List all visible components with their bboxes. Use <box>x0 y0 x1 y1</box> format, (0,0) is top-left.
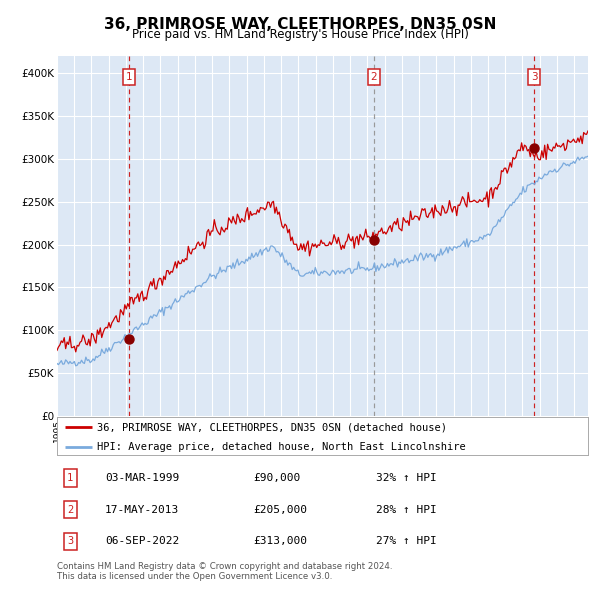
Text: 28% ↑ HPI: 28% ↑ HPI <box>376 505 436 514</box>
Text: 03-MAR-1999: 03-MAR-1999 <box>105 473 179 483</box>
Text: 32% ↑ HPI: 32% ↑ HPI <box>376 473 436 483</box>
Text: 27% ↑ HPI: 27% ↑ HPI <box>376 536 436 546</box>
Text: £90,000: £90,000 <box>253 473 301 483</box>
Text: 17-MAY-2013: 17-MAY-2013 <box>105 505 179 514</box>
Text: 06-SEP-2022: 06-SEP-2022 <box>105 536 179 546</box>
Text: This data is licensed under the Open Government Licence v3.0.: This data is licensed under the Open Gov… <box>57 572 332 581</box>
Text: 3: 3 <box>67 536 73 546</box>
Text: Price paid vs. HM Land Registry's House Price Index (HPI): Price paid vs. HM Land Registry's House … <box>131 28 469 41</box>
Text: 1: 1 <box>67 473 73 483</box>
Text: Contains HM Land Registry data © Crown copyright and database right 2024.: Contains HM Land Registry data © Crown c… <box>57 562 392 571</box>
Text: HPI: Average price, detached house, North East Lincolnshire: HPI: Average price, detached house, Nort… <box>97 442 466 452</box>
Text: 2: 2 <box>371 72 377 82</box>
Text: 1: 1 <box>125 72 132 82</box>
Text: 3: 3 <box>531 72 538 82</box>
Text: £205,000: £205,000 <box>253 505 307 514</box>
Text: 36, PRIMROSE WAY, CLEETHORPES, DN35 0SN (detached house): 36, PRIMROSE WAY, CLEETHORPES, DN35 0SN … <box>97 422 447 432</box>
Text: 36, PRIMROSE WAY, CLEETHORPES, DN35 0SN: 36, PRIMROSE WAY, CLEETHORPES, DN35 0SN <box>104 17 496 31</box>
Text: £313,000: £313,000 <box>253 536 307 546</box>
Text: 2: 2 <box>67 505 73 514</box>
